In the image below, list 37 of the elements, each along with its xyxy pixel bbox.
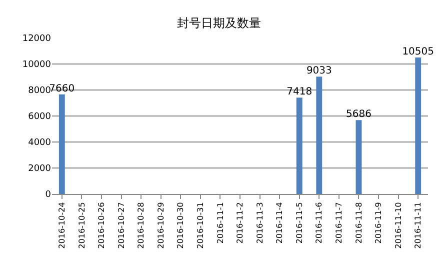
bar bbox=[316, 76, 322, 194]
y-tick-label: 12000 bbox=[22, 34, 52, 44]
bar bbox=[58, 94, 65, 194]
y-tick-label: 6000 bbox=[28, 112, 52, 122]
x-tick-label: 2016-10-25 bbox=[77, 202, 86, 249]
x-tick-label: 2016-10-31 bbox=[196, 202, 206, 249]
y-tick-label: 2000 bbox=[28, 164, 52, 174]
data-label: 5686 bbox=[346, 109, 372, 120]
chart-title: 封号日期及数量 bbox=[177, 16, 261, 30]
x-tick-label: 2016-10-28 bbox=[136, 202, 146, 249]
y-tick-label: 10000 bbox=[22, 60, 52, 70]
bar bbox=[296, 98, 302, 194]
x-tick-label: 2016-11-2 bbox=[236, 202, 245, 244]
x-tick-label: 2016-11-4 bbox=[275, 202, 284, 244]
x-tick-label: 2016-10-30 bbox=[176, 202, 186, 249]
bar bbox=[415, 57, 422, 194]
y-tick-label: 4000 bbox=[28, 138, 52, 148]
x-tick-label: 2016-10-26 bbox=[97, 202, 106, 249]
data-label: 9033 bbox=[306, 66, 332, 77]
x-tick-label: 2016-11-7 bbox=[334, 202, 344, 244]
y-tick-label: 8000 bbox=[28, 86, 52, 96]
x-tick-label: 2016-11-1 bbox=[216, 202, 225, 244]
data-label: 10505 bbox=[402, 46, 434, 58]
x-tick-label: 2016-10-27 bbox=[116, 202, 126, 249]
y-tick-label: 0 bbox=[45, 190, 52, 200]
x-tick-label: 2016-11-6 bbox=[314, 202, 324, 244]
data-label: 7660 bbox=[49, 83, 75, 94]
x-tick-label: 2016-11-3 bbox=[255, 202, 264, 244]
x-tick-label: 2016-11-11 bbox=[414, 202, 423, 249]
x-tick-label: 2016-11-5 bbox=[294, 202, 304, 244]
x-tick-label: 2016-11-9 bbox=[374, 202, 384, 244]
x-tick-label: 2016-10-29 bbox=[156, 202, 166, 249]
x-tick-label: 2016-10-24 bbox=[57, 202, 66, 249]
x-tick-label: 2016-11-10 bbox=[394, 202, 403, 249]
data-label: 7418 bbox=[286, 86, 312, 98]
x-tick-label: 2016-11-8 bbox=[354, 202, 364, 244]
bar bbox=[356, 120, 362, 194]
